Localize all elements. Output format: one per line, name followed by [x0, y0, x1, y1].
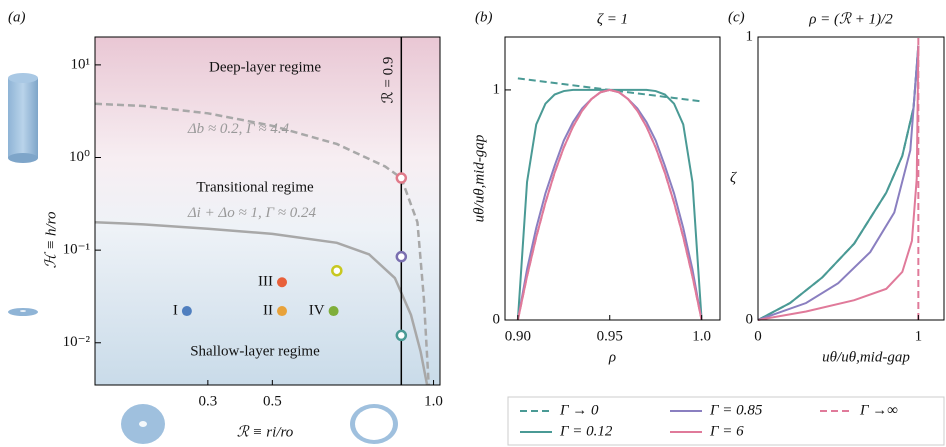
legend-label: Γ → 0 [559, 402, 599, 418]
x-tick-label: 0 [754, 328, 762, 344]
curve-label: Δi + Δo ≈ 1, Γ ≈ 0.24 [187, 205, 317, 221]
y-axis-label: uθ/uθ,mid-gap [471, 134, 487, 222]
legend-label: Γ →∞ [859, 402, 898, 418]
boundary-curve [94, 102, 430, 386]
legend-box [507, 396, 945, 446]
chart-title: ζ = 1 [597, 11, 628, 27]
plot-frame [757, 36, 945, 321]
y-tick-label: 10⁻² [63, 334, 91, 350]
region-label: Shallow-layer regime [190, 343, 320, 359]
series-line [757, 45, 920, 321]
region-label: Transitional regime [196, 179, 314, 195]
y-axis-label: ℋ ≡ h/ro [43, 211, 59, 268]
plot-background [95, 37, 440, 385]
open-point [395, 172, 408, 184]
x-axis-label: ρ [608, 349, 616, 365]
case-point [181, 306, 192, 317]
plot-frame [94, 36, 441, 386]
case-label: I [173, 302, 178, 318]
case-label: II [263, 302, 273, 318]
x-tick-label: 1 [915, 328, 923, 344]
panel-label: (a) [8, 9, 26, 25]
curve-label: Δb ≈ 0.2, Γ ≈ 4.4 [187, 121, 290, 137]
open-point [395, 329, 408, 342]
x-tick-label: 0.90 [505, 328, 531, 344]
open-point [395, 250, 408, 263]
series-line [757, 45, 920, 321]
legend-label: Γ = 0.12 [559, 423, 613, 439]
panel-label: (b) [475, 9, 493, 25]
icons [8, 73, 398, 444]
chart-title: ρ = (ℛ + 1)/2 [808, 11, 893, 27]
x-axis-label: ℛ ≡ ri/ro [237, 424, 294, 440]
x-tick-label: 0.95 [597, 328, 623, 344]
y-tick-label: 0 [746, 311, 754, 327]
series-line [516, 88, 703, 321]
y-tick-label: 1 [493, 81, 501, 97]
x-axis-label: uθ/uθ,mid-gap [822, 349, 910, 365]
series-line [757, 45, 920, 321]
y-tick-label: 1 [746, 28, 754, 44]
y-tick-label: 10¹ [71, 56, 91, 72]
open-point [331, 264, 343, 277]
y-tick-label: 10⁰ [69, 149, 90, 165]
series-line [757, 45, 920, 321]
x-tick-label: 1.0 [424, 393, 443, 409]
y-tick-label: 10⁻¹ [63, 242, 90, 258]
legend-label: Γ = 0.85 [709, 402, 763, 418]
series-line [516, 88, 703, 321]
legend-label: Γ = 6 [709, 423, 744, 439]
case-point [277, 277, 288, 288]
y-axis-label: ζ [730, 170, 737, 186]
case-label: III [258, 274, 273, 290]
x-tick-label: 0.5 [263, 393, 282, 409]
plot-frame [504, 36, 721, 321]
x-tick-label: 1.0 [692, 328, 711, 344]
y-tick-label: 0 [493, 311, 501, 327]
boundary-curve [94, 221, 429, 386]
x-tick-label: 0.3 [198, 393, 217, 409]
panel-label: (c) [728, 9, 745, 25]
case-point [277, 306, 288, 317]
case-point [328, 306, 339, 317]
case-label: IV [309, 302, 325, 318]
region-label: Deep-layer regime [209, 59, 321, 75]
r-line-label: ℛ = 0.9 [381, 57, 397, 104]
